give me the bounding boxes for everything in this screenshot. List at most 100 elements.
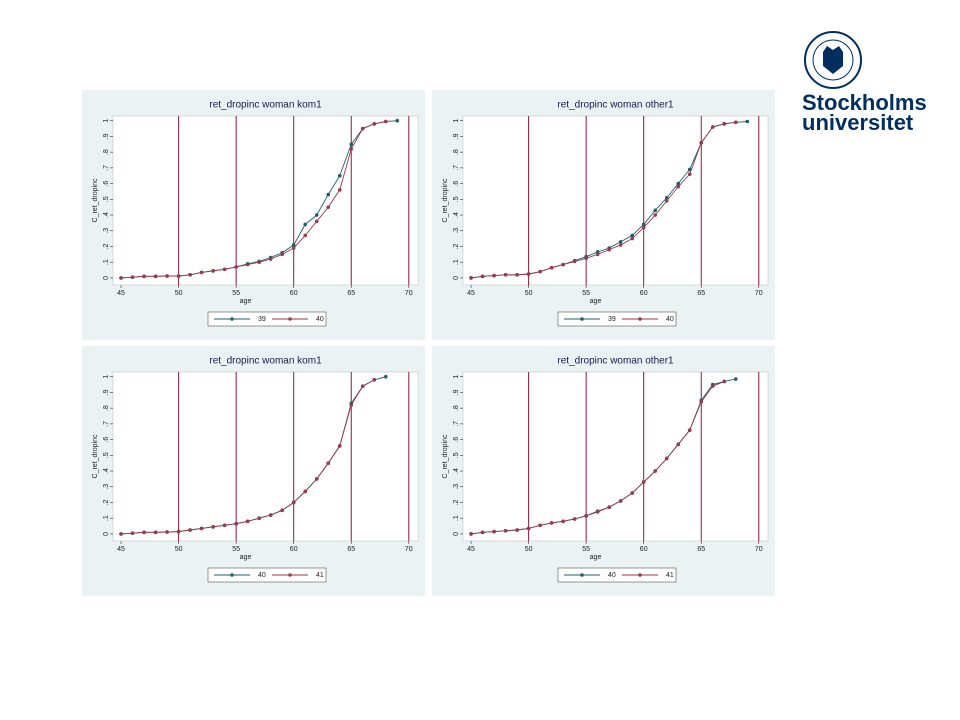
series-marker bbox=[211, 269, 215, 273]
series-marker bbox=[268, 257, 273, 261]
series-marker bbox=[710, 125, 715, 129]
series-marker bbox=[349, 142, 354, 147]
legend-marker bbox=[638, 317, 642, 321]
series-line bbox=[470, 121, 736, 279]
series-marker bbox=[722, 122, 727, 126]
series-marker bbox=[630, 236, 634, 241]
x-tick-label: 50 bbox=[525, 290, 533, 297]
series-marker bbox=[222, 267, 227, 272]
logo-line2: universitet bbox=[802, 110, 914, 135]
series-marker bbox=[337, 173, 342, 178]
x-tick-label: 55 bbox=[582, 546, 590, 553]
series-marker bbox=[372, 122, 377, 126]
series-marker bbox=[280, 508, 284, 513]
series-marker bbox=[142, 530, 146, 535]
y-tick-label: .4 bbox=[103, 468, 110, 474]
series-marker bbox=[119, 532, 123, 536]
series-marker bbox=[526, 272, 531, 276]
y-tick-label: .6 bbox=[453, 181, 460, 187]
series-marker bbox=[199, 526, 204, 531]
series-marker bbox=[687, 172, 692, 176]
x-tick-label: 55 bbox=[232, 546, 240, 553]
series-marker bbox=[549, 521, 554, 525]
y-tick-label: .7 bbox=[103, 165, 110, 171]
y-tick-label: 1 bbox=[103, 375, 110, 379]
chart-title: ret_dropinc woman kom1 bbox=[209, 356, 322, 367]
series-marker bbox=[676, 442, 681, 447]
series-marker bbox=[584, 256, 588, 261]
series-marker bbox=[268, 513, 273, 517]
y-tick-label: 1 bbox=[453, 119, 460, 123]
y-tick-label: 1 bbox=[103, 119, 110, 123]
y-tick-label: .9 bbox=[103, 133, 110, 139]
y-tick-label: .5 bbox=[453, 196, 460, 202]
series-marker bbox=[687, 428, 692, 432]
y-tick-label: 0 bbox=[453, 276, 460, 280]
series-marker bbox=[234, 265, 238, 269]
series-marker bbox=[245, 519, 250, 524]
y-axis-label: C_ret_dropinc bbox=[442, 434, 449, 478]
series-marker bbox=[595, 510, 600, 514]
series-marker bbox=[383, 374, 388, 379]
x-tick-label: 60 bbox=[290, 290, 298, 297]
series-marker bbox=[572, 517, 577, 521]
series-marker bbox=[503, 272, 508, 277]
y-axis-label: C_ret_dropinc bbox=[92, 434, 99, 478]
x-tick-label: 45 bbox=[117, 546, 125, 553]
series-marker bbox=[469, 276, 473, 280]
y-tick-label: .8 bbox=[103, 149, 110, 155]
y-tick-label: .7 bbox=[453, 421, 460, 427]
legend-box bbox=[557, 311, 677, 327]
y-tick-label: .2 bbox=[453, 499, 460, 505]
x-tick-label: 70 bbox=[755, 546, 763, 553]
series-marker bbox=[303, 233, 308, 238]
y-tick-label: .3 bbox=[103, 228, 110, 234]
series-marker bbox=[142, 274, 146, 279]
legend-label: 40 bbox=[666, 316, 674, 323]
chart: ret_dropinc woman other1 0 .1 .2 .3 .4 .5 .6 .7.… bbox=[432, 90, 775, 340]
series-marker bbox=[699, 400, 704, 404]
series-marker bbox=[687, 167, 692, 172]
y-tick-label: .4 bbox=[103, 212, 110, 218]
x-axis-label: age bbox=[590, 298, 602, 305]
chart: ret_dropinc woman other1 0 .1 .2 .3 .4 .5 .6 .7.… bbox=[432, 346, 775, 596]
legend-marker bbox=[230, 317, 234, 321]
legend-marker bbox=[580, 573, 584, 577]
series-marker bbox=[492, 529, 496, 534]
series-marker bbox=[710, 384, 715, 388]
y-tick-label: .6 bbox=[103, 437, 110, 443]
seal-ring bbox=[804, 31, 862, 89]
series-marker bbox=[199, 270, 204, 275]
x-tick-label: 45 bbox=[467, 546, 475, 553]
x-axis-label: age bbox=[240, 554, 252, 561]
series-marker bbox=[618, 239, 623, 244]
series-marker bbox=[188, 272, 192, 277]
series-marker bbox=[664, 456, 669, 461]
chart-title: ret_dropinc woman kom1 bbox=[209, 100, 322, 111]
legend-marker bbox=[638, 573, 642, 577]
x-tick-label: 65 bbox=[347, 290, 355, 297]
series-marker bbox=[607, 247, 611, 252]
series-marker bbox=[584, 514, 588, 518]
series-marker bbox=[211, 525, 215, 529]
x-tick-label: 70 bbox=[755, 290, 763, 297]
y-tick-label: .3 bbox=[453, 228, 460, 234]
series-marker bbox=[618, 499, 623, 503]
series-marker bbox=[664, 195, 669, 200]
y-tick-label: .8 bbox=[103, 405, 110, 411]
legend-label: 39 bbox=[608, 316, 616, 323]
series-marker bbox=[257, 516, 261, 521]
chart-title: ret_dropinc woman other1 bbox=[557, 100, 674, 111]
series-marker bbox=[630, 491, 634, 495]
y-tick-label: .3 bbox=[453, 484, 460, 490]
series-marker bbox=[314, 213, 319, 217]
legend-label: 40 bbox=[316, 316, 324, 323]
x-tick-label: 55 bbox=[232, 290, 240, 297]
logo: Stockholms universitet bbox=[802, 31, 927, 135]
series-marker bbox=[515, 528, 519, 532]
chart-title: ret_dropinc woman other1 bbox=[557, 356, 674, 367]
logo-line1: Stockholms bbox=[802, 90, 927, 115]
series-marker bbox=[538, 523, 542, 528]
series-marker bbox=[480, 530, 485, 535]
series-marker bbox=[549, 265, 554, 270]
